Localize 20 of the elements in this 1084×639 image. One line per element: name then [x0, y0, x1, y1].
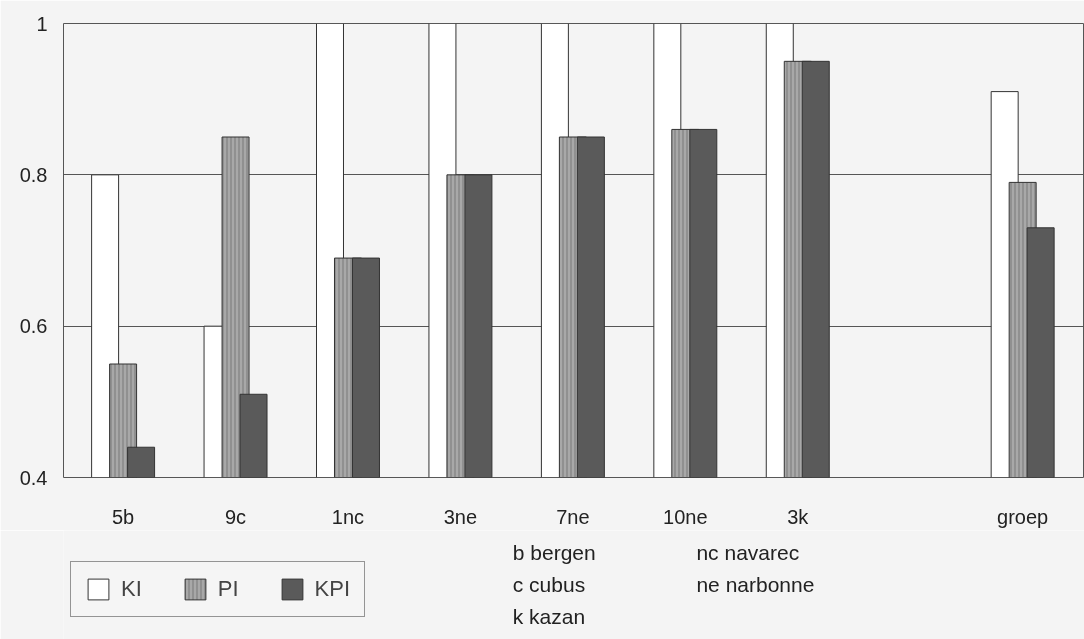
x-tick-label: 1nc	[331, 505, 365, 528]
x-tick-label: groep	[997, 505, 1049, 528]
x-tick-label: 3ne	[443, 505, 478, 528]
y-tick-label: 0.4	[19, 466, 48, 489]
y-tick-label: 1	[36, 12, 48, 35]
x-tick-label: 7ne	[556, 505, 590, 528]
text: b bergen	[512, 541, 596, 564]
y-tick-label: 0.8	[19, 163, 48, 186]
x-tick-label: 3k	[787, 505, 810, 528]
legend-label: KI	[121, 576, 142, 602]
y-tick-label: 0.6	[19, 315, 48, 338]
text: ne narbonne	[696, 573, 815, 596]
x-tick-label: 5b	[111, 505, 135, 528]
text: k kazan	[512, 605, 586, 628]
x-tick-label: 10ne	[663, 505, 708, 528]
text: c cubus	[512, 573, 586, 596]
legend-label: PI	[217, 576, 239, 602]
legend-label: KPI	[314, 576, 351, 602]
x-tick-label: 9c	[224, 505, 247, 528]
text: nc navarec	[696, 541, 800, 564]
